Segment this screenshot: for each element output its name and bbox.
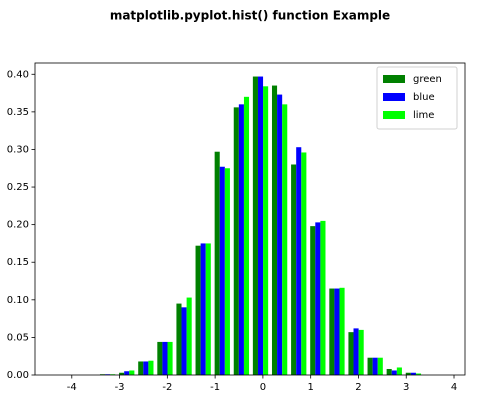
bar <box>219 166 225 375</box>
bar <box>410 372 416 375</box>
bar <box>233 107 239 375</box>
y-tick-label: 0.35 <box>7 107 29 118</box>
x-tick-label: -3 <box>115 382 125 393</box>
bar <box>148 360 154 375</box>
bar <box>353 328 359 375</box>
legend-swatch <box>383 111 405 119</box>
x-tick-label: 2 <box>355 382 361 393</box>
bar <box>372 357 378 375</box>
bar <box>348 332 354 375</box>
bar <box>291 164 297 375</box>
bar <box>367 357 373 375</box>
bar <box>167 341 173 375</box>
bar <box>238 104 244 375</box>
y-tick-label: 0.25 <box>7 182 29 193</box>
bar <box>396 367 402 375</box>
bar <box>277 94 283 376</box>
legend-label: lime <box>413 110 434 121</box>
y-tick-label: 0.00 <box>7 370 29 381</box>
bar <box>186 297 192 375</box>
x-tick-label: 4 <box>451 382 457 393</box>
bar <box>124 371 130 375</box>
x-tick-label: -1 <box>210 382 220 393</box>
chart-title: matplotlib.pyplot.hist() function Exampl… <box>110 9 390 23</box>
bar <box>282 104 288 375</box>
legend-swatch <box>383 93 405 101</box>
y-tick-label: 0.05 <box>7 332 29 343</box>
bar <box>224 168 230 375</box>
y-tick-label: 0.15 <box>7 257 29 268</box>
bar <box>296 147 302 375</box>
bar <box>129 370 135 375</box>
bar <box>143 361 149 375</box>
bar <box>271 85 278 376</box>
bar <box>339 287 345 375</box>
bar <box>263 86 269 375</box>
bar <box>320 220 326 375</box>
bar <box>334 288 340 375</box>
x-tick-label: 0 <box>260 382 266 393</box>
axes-frame <box>34 62 466 376</box>
y-tick-label: 0.40 <box>7 69 29 80</box>
y-tick-label: 0.30 <box>7 144 29 155</box>
bar <box>415 373 422 375</box>
bar <box>157 341 163 375</box>
bar <box>205 243 211 375</box>
bar <box>243 96 250 375</box>
x-tick-label: 3 <box>403 382 409 393</box>
bar <box>200 243 206 375</box>
bar <box>162 341 168 375</box>
bar <box>214 151 220 375</box>
bar <box>358 329 364 375</box>
bar <box>301 152 307 375</box>
y-tick-label: 0.10 <box>7 295 29 306</box>
legend-swatch <box>383 75 405 83</box>
bar <box>257 76 264 375</box>
bar <box>391 370 397 375</box>
bar <box>386 368 392 375</box>
x-tick-label: 1 <box>307 382 313 393</box>
legend-label: green <box>413 74 442 85</box>
bar <box>315 222 321 375</box>
bar <box>176 303 182 375</box>
bar <box>119 372 125 375</box>
bar <box>252 76 258 375</box>
bar <box>405 372 411 375</box>
y-tick-label: 0.20 <box>7 220 29 231</box>
legend-label: blue <box>413 92 435 103</box>
bar <box>181 307 187 375</box>
x-tick-label: -4 <box>67 382 77 393</box>
bar <box>329 288 335 375</box>
bar <box>377 357 383 375</box>
bar <box>310 226 316 375</box>
bar <box>195 245 201 375</box>
x-tick-label: -2 <box>162 382 172 393</box>
bar <box>138 361 144 375</box>
